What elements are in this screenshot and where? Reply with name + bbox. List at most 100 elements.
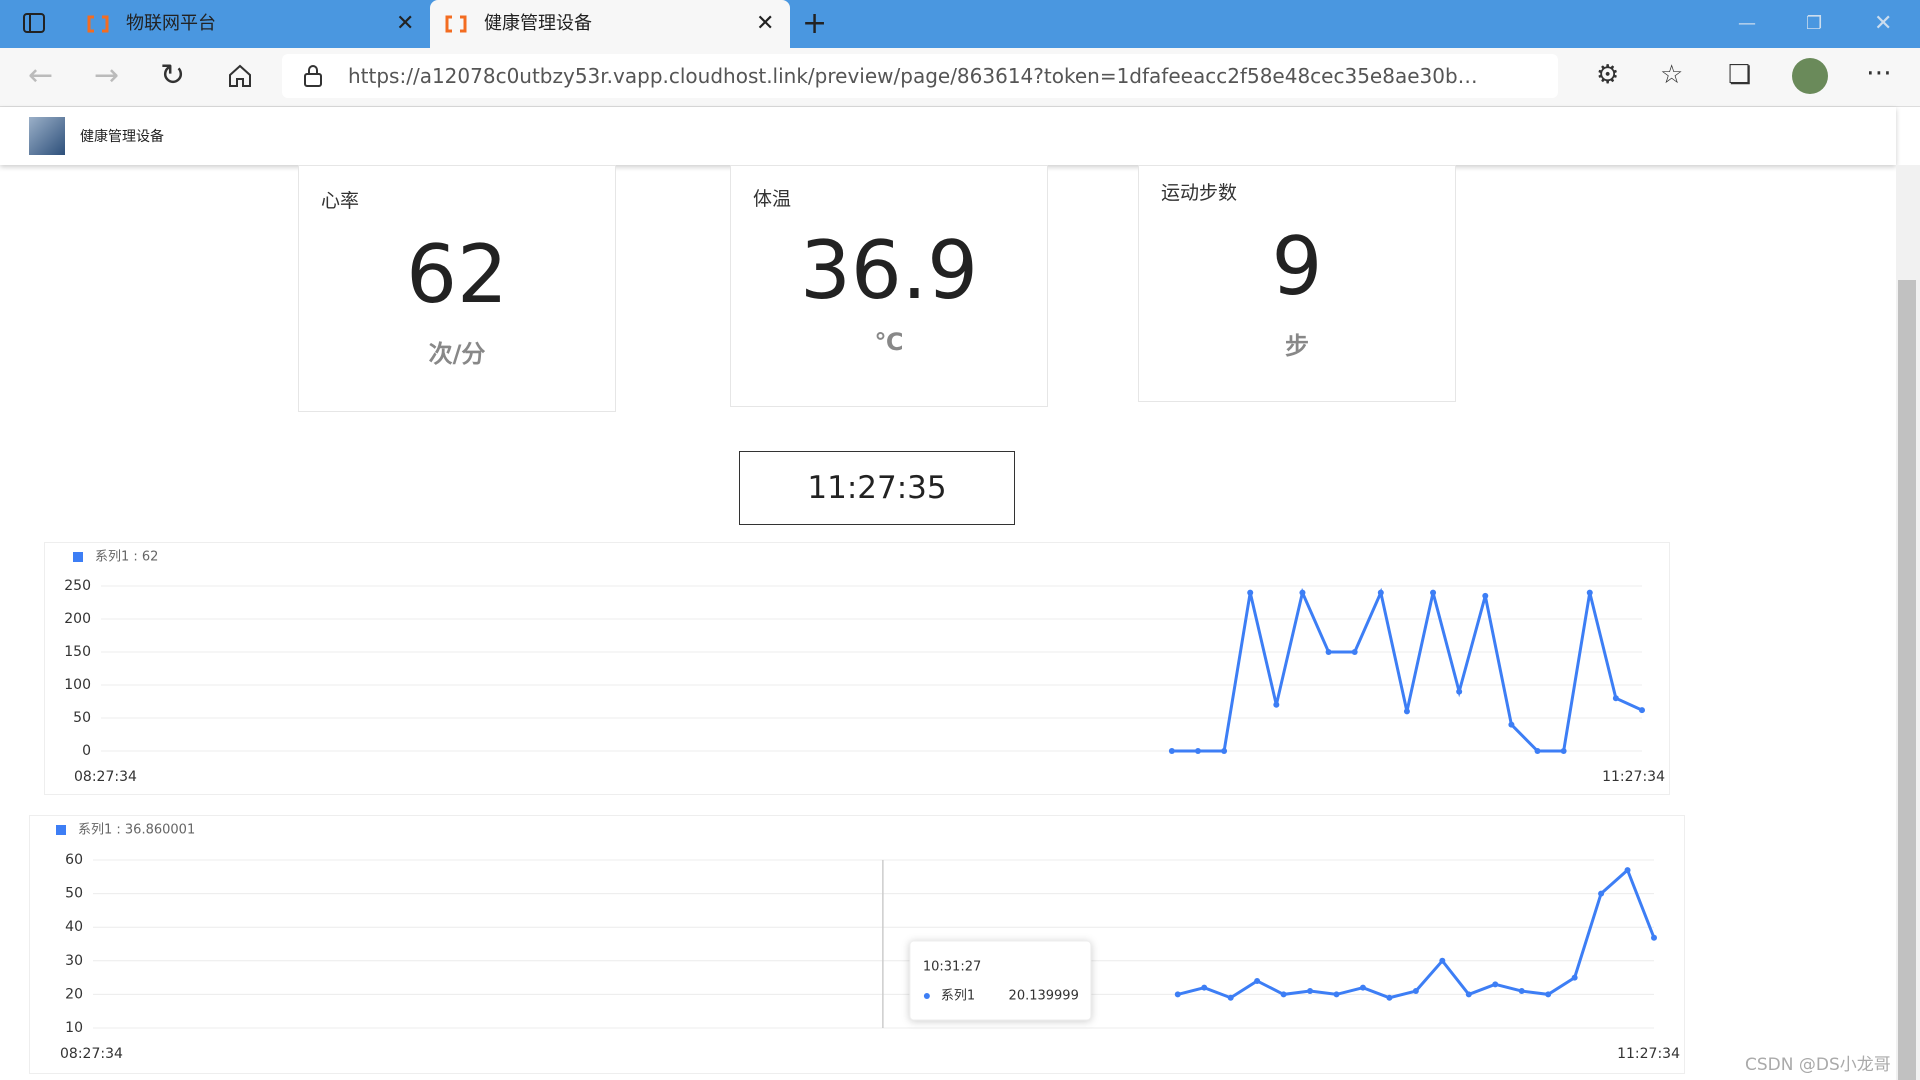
data-point xyxy=(1560,748,1567,754)
y-tick-label: 200 xyxy=(64,611,91,627)
data-point xyxy=(1439,957,1446,964)
data-point xyxy=(1639,707,1645,714)
steps-card: 运动步数 9 步 xyxy=(1138,165,1456,402)
card-label: 心率 xyxy=(321,190,360,212)
data-point xyxy=(1325,649,1332,655)
extensions[interactable]: ⚙ xyxy=(1596,60,1620,90)
tab[interactable]: 物联网平台 ✕ xyxy=(0,0,430,48)
x-tick-label: 08:27:34 xyxy=(74,769,137,785)
data-line xyxy=(1171,587,1643,753)
data-point xyxy=(1174,991,1181,998)
data-point xyxy=(1492,981,1499,988)
tab-icon xyxy=(87,15,109,33)
card-value: 36.9 xyxy=(799,224,979,317)
y-tick-label: 40 xyxy=(65,919,83,935)
new-tab[interactable]: + xyxy=(802,6,828,41)
menu[interactable]: ⋯ xyxy=(1866,58,1892,88)
y-tick-label: 10 xyxy=(65,1020,83,1036)
collections[interactable]: ❏ xyxy=(1728,60,1752,90)
legend-swatch xyxy=(56,825,66,835)
tooltip xyxy=(909,940,1092,1021)
card-label: 体温 xyxy=(753,188,792,210)
data-point xyxy=(1333,991,1340,998)
data-point xyxy=(1201,984,1208,991)
lock xyxy=(304,65,322,87)
refresh[interactable]: ↻ xyxy=(160,58,186,93)
y-tick-label: 250 xyxy=(64,578,91,594)
tab-title: 健康管理设备 xyxy=(484,13,592,34)
y-tick-label: 150 xyxy=(64,644,91,660)
data-point xyxy=(1518,988,1525,995)
data-point xyxy=(1386,994,1393,1001)
data-point xyxy=(1247,589,1254,596)
tooltip-dot xyxy=(923,993,930,999)
url[interactable]: https://a12078c0utbzy53r.vapp.cloudhost.… xyxy=(348,64,1478,88)
data-point xyxy=(1168,748,1175,754)
data-point xyxy=(1508,721,1515,728)
x-tick-label: 11:27:34 xyxy=(1617,1046,1680,1062)
scroll-thumb[interactable] xyxy=(1898,280,1916,1080)
data-point xyxy=(1624,867,1631,874)
tooltip-value: 20.139999 xyxy=(1009,989,1079,1004)
tooltip-series: 系列1 xyxy=(941,989,975,1004)
app-title: 健康管理设备 xyxy=(80,129,164,145)
data-point xyxy=(1299,589,1306,596)
card-value: 62 xyxy=(406,228,508,321)
maximize[interactable]: ❐ xyxy=(1806,13,1823,34)
x-tick-label: 08:27:34 xyxy=(60,1046,123,1062)
data-point xyxy=(1412,988,1419,995)
card-unit: ℃ xyxy=(874,328,904,356)
data-point xyxy=(1377,589,1384,596)
tab-bar xyxy=(0,0,1920,48)
data-point xyxy=(1194,748,1201,754)
data-point xyxy=(1651,934,1657,941)
data-point xyxy=(1482,592,1489,599)
data-point xyxy=(1403,708,1410,715)
legend-label: 系列1 : 36.860001 xyxy=(78,823,195,838)
watermark: CSDN @DS小龙哥 xyxy=(1745,1055,1891,1075)
data-point xyxy=(1280,991,1287,998)
tab-close[interactable]: ✕ xyxy=(396,11,415,36)
close-window[interactable]: ✕ xyxy=(1874,11,1893,36)
y-tick-label: 30 xyxy=(65,953,83,969)
legend-label: 系列1 : 62 xyxy=(95,550,158,565)
data-point xyxy=(1254,977,1261,984)
data-point xyxy=(1351,649,1358,655)
clock: 11:27:35 xyxy=(739,451,1015,525)
heart-rate-chart: 0 50 100 150 200 250 08:27:34 11:27:34 系列1 : 62 xyxy=(44,542,1670,795)
home[interactable] xyxy=(226,62,254,90)
y-tick-label: 60 xyxy=(65,852,83,868)
app-logo xyxy=(29,117,65,155)
minimize[interactable]: — xyxy=(1738,13,1756,34)
card-unit: 次/分 xyxy=(428,340,486,368)
y-tick-label: 50 xyxy=(73,710,91,726)
legend-swatch xyxy=(73,552,83,562)
favorites[interactable]: ☆ xyxy=(1660,60,1684,90)
data-point xyxy=(1571,974,1578,981)
y-tick-label: 50 xyxy=(65,886,83,902)
y-tick-label: 0 xyxy=(82,743,91,759)
tooltip-time: 10:31:27 xyxy=(923,960,981,975)
data-point xyxy=(1273,701,1280,708)
y-tick-label: 20 xyxy=(65,986,83,1002)
data-point xyxy=(1465,991,1472,998)
back[interactable]: ← xyxy=(28,58,54,93)
data-point xyxy=(1534,748,1541,754)
temperature-chart: 10 20 30 40 50 60 08:27:34 11:27:34 系列1 : 36.860… xyxy=(29,815,1685,1074)
data-point xyxy=(1586,589,1593,596)
tab-icon xyxy=(445,15,467,33)
data-line xyxy=(1177,867,1656,1000)
y-tick-label: 100 xyxy=(64,677,91,693)
data-point xyxy=(1359,984,1366,991)
card-value: 9 xyxy=(1271,220,1323,313)
profile[interactable] xyxy=(1792,58,1828,94)
forward[interactable]: → xyxy=(94,58,120,93)
card-unit: 步 xyxy=(1285,332,1309,360)
tab-close[interactable]: ✕ xyxy=(756,11,775,36)
active-tab[interactable]: 健康管理设备 ✕ xyxy=(430,0,790,48)
data-point xyxy=(1430,589,1437,596)
data-point xyxy=(1227,994,1234,1001)
tab-actions[interactable] xyxy=(22,12,48,36)
url-box[interactable] xyxy=(282,54,1558,98)
